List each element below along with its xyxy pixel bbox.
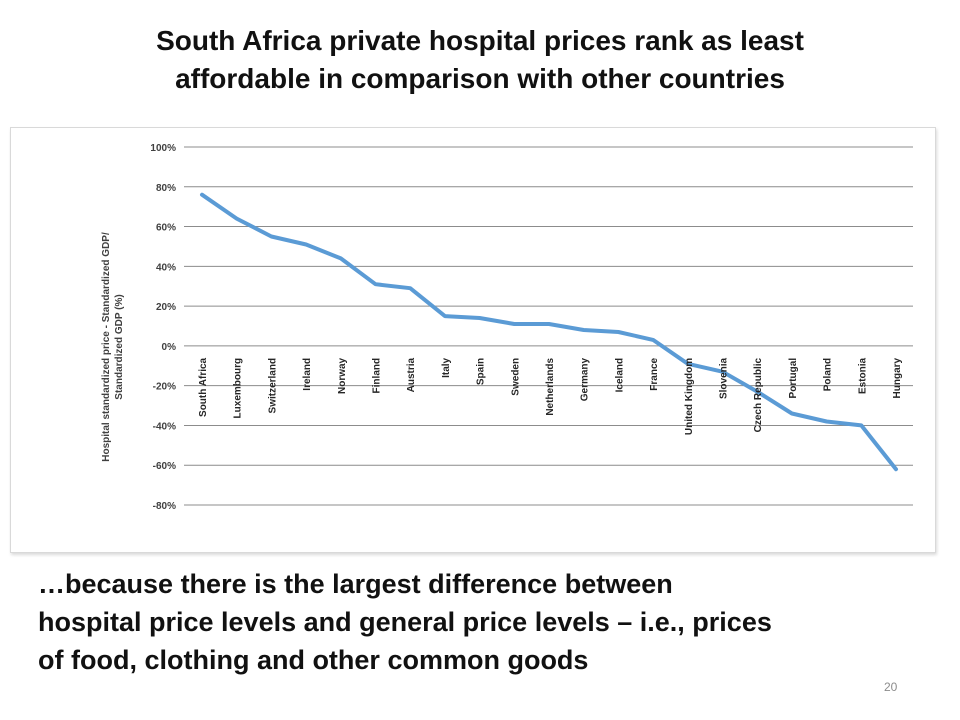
x-category-label: Estonia	[857, 357, 868, 394]
y-axis-label-line-1: Hospital standardized price - Standardiz…	[101, 232, 112, 462]
series-layer	[200, 192, 898, 472]
x-category-label: Netherlands	[545, 357, 556, 415]
x-category-label: South Africa	[198, 357, 209, 417]
data-point	[339, 256, 343, 260]
y-tick-label: -40%	[153, 421, 176, 432]
data-point	[790, 412, 794, 416]
data-point	[616, 330, 620, 334]
x-category-label: Ireland	[302, 358, 313, 391]
body-text-line-1: …because there is the largest difference…	[38, 569, 673, 599]
x-category-label: Slovenia	[719, 357, 730, 399]
x-category-label: Finland	[372, 358, 383, 394]
slide-title: South Africa private hospital prices ran…	[40, 22, 920, 98]
x-category-label: Luxembourg	[233, 358, 244, 419]
data-point	[547, 322, 551, 326]
data-point	[721, 370, 724, 374]
grid-lines	[184, 146, 913, 506]
data-point	[651, 338, 655, 342]
x-category-label: United Kingdom	[684, 358, 695, 435]
x-category-label: Norway	[337, 357, 348, 394]
body-text: …because there is the largest difference…	[38, 565, 928, 679]
data-point	[478, 316, 482, 320]
x-category-label: Spain	[476, 358, 487, 385]
x-category-label: France	[649, 357, 660, 390]
x-category-label: Poland	[823, 358, 834, 391]
data-point	[200, 193, 204, 197]
x-axis-category-labels: South Africa Luxembourg Switzerland Ireland…	[198, 357, 903, 435]
slide-title-line-2: affordable in comparison with other coun…	[175, 63, 785, 94]
data-point	[859, 423, 863, 427]
data-point	[443, 314, 447, 318]
chart-frame: 100% 80% 60% 40% 20% 0% -20% -40% -60% -80% Hospi…	[10, 127, 936, 553]
data-point	[894, 467, 898, 471]
data-point	[235, 217, 239, 221]
data-point	[582, 328, 586, 332]
data-point	[825, 419, 829, 423]
data-point	[304, 242, 308, 246]
y-tick-label: -60%	[153, 461, 176, 472]
data-point	[269, 235, 273, 238]
x-category-label: Italy	[441, 357, 452, 377]
data-point	[755, 390, 759, 394]
body-text-line-3: of food, clothing and other common goods	[38, 645, 589, 675]
x-category-label: Austria	[406, 357, 417, 392]
x-category-label: Hungary	[892, 357, 903, 398]
y-tick-label: -20%	[153, 382, 176, 393]
page-number: 20	[884, 680, 898, 694]
x-category-label: Germany	[580, 357, 591, 401]
slide-title-line-1: South Africa private hospital prices ran…	[156, 25, 804, 56]
y-tick-label: 100%	[150, 143, 176, 154]
x-category-label: Switzerland	[267, 358, 278, 414]
y-tick-label: 40%	[156, 262, 176, 273]
line-chart: 100% 80% 60% 40% 20% 0% -20% -40% -60% -80% Hospi…	[101, 143, 913, 512]
y-axis-tick-labels: 100% 80% 60% 40% 20% 0% -20% -40% -60% -80%	[150, 143, 176, 512]
x-category-label: Sweden	[510, 358, 521, 396]
y-tick-label: 80%	[156, 183, 176, 194]
data-point	[374, 282, 377, 286]
series-line	[200, 192, 898, 472]
y-tick-label: 20%	[156, 302, 176, 313]
x-category-label: Iceland	[614, 358, 625, 392]
y-axis-label-line-2: Standardized GDP (%)	[114, 294, 125, 399]
x-category-label: Portugal	[788, 358, 799, 399]
y-tick-label: 60%	[156, 223, 176, 234]
y-tick-label: -80%	[153, 501, 176, 512]
data-point	[512, 322, 516, 326]
y-axis-label: Hospital standardized price - Standardiz…	[101, 232, 125, 462]
data-point	[408, 286, 412, 290]
x-category-label: Czech Republic	[753, 357, 764, 432]
body-text-line-2: hospital price levels and general price …	[38, 607, 772, 637]
y-tick-label: 0%	[162, 342, 177, 353]
data-point	[686, 362, 690, 366]
